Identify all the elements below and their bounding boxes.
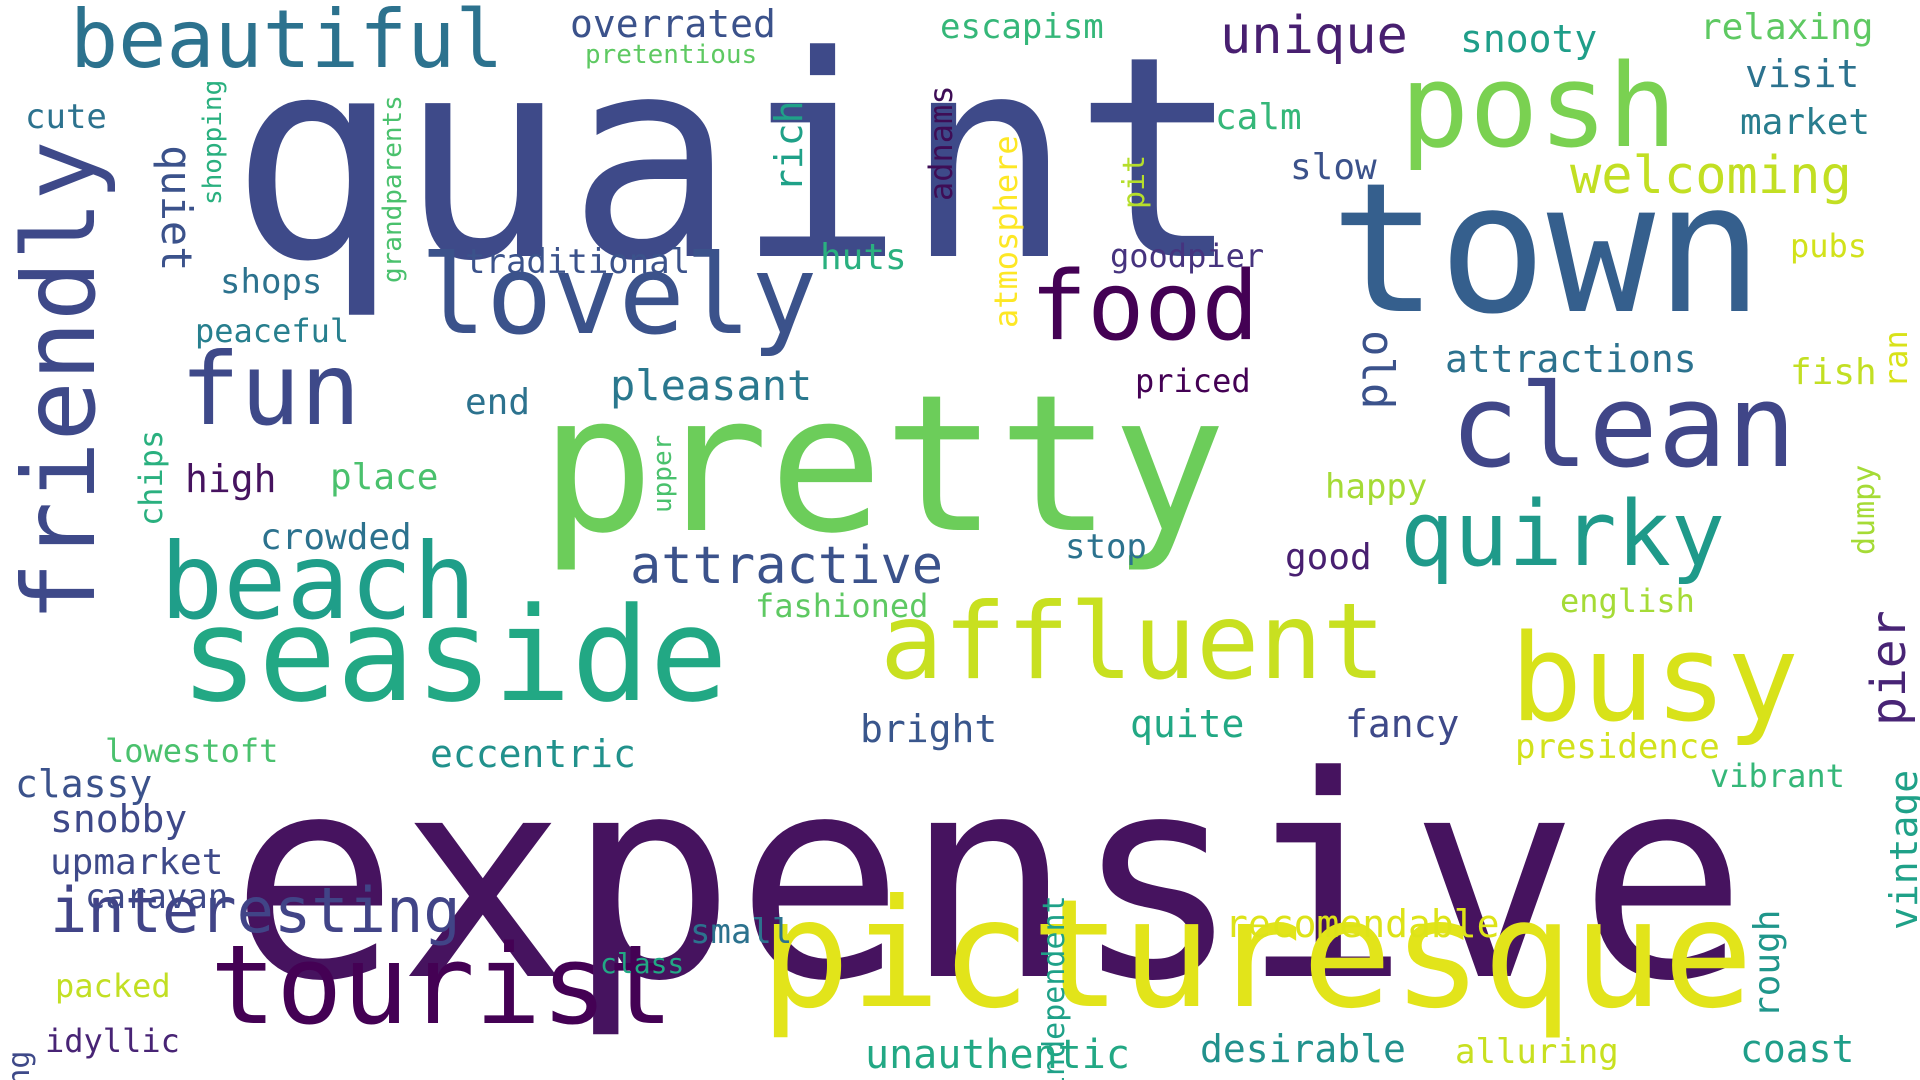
- word-fashioned: fashioned: [755, 587, 929, 625]
- word-good: good: [1285, 537, 1372, 578]
- word-coast: coast: [1740, 1027, 1855, 1071]
- word-relaxing: relaxing: [1700, 7, 1874, 48]
- word-english: english: [1560, 582, 1695, 620]
- word-caravan: caravan: [85, 877, 229, 917]
- word-peaceful: peaceful: [195, 312, 350, 350]
- word-atmosphere: atmosphere: [987, 135, 1025, 328]
- word-upper: upper: [648, 434, 678, 513]
- word-overrated: overrated: [570, 2, 776, 46]
- word-snobby: snobby: [50, 797, 188, 841]
- word-quite: quite: [1130, 702, 1245, 746]
- word-huts: huts: [820, 237, 907, 278]
- word-small: small: [690, 912, 793, 952]
- word-grandparents: grandparents: [378, 95, 408, 283]
- word-lovely: lovely: [420, 231, 818, 359]
- word-cute: cute: [25, 97, 107, 137]
- word-quaint: quaint: [230, 0, 1242, 323]
- word-class: class: [600, 947, 685, 980]
- word-charming: charming: [2, 1051, 37, 1080]
- word-classy: classy: [15, 762, 153, 806]
- word-shops: shops: [220, 262, 323, 302]
- word-end: end: [465, 382, 531, 423]
- word-place: place: [330, 457, 439, 498]
- word-pier: pier: [1861, 610, 1917, 726]
- word-desirable: desirable: [1200, 1027, 1406, 1071]
- word-beach: beach: [160, 521, 477, 643]
- word-crowded: crowded: [260, 517, 412, 558]
- word-pit: pit: [1117, 154, 1152, 209]
- word-recomendable: recomendable: [1225, 902, 1500, 946]
- word-shopping: shopping: [198, 79, 228, 205]
- word-visit: visit: [1745, 52, 1860, 96]
- word-seaside: seaside: [180, 579, 728, 731]
- word-rich: rich: [767, 100, 811, 192]
- word-upmarket: upmarket: [50, 842, 224, 883]
- word-unique: unique: [1220, 6, 1408, 66]
- word-adnams: adnams: [922, 85, 960, 201]
- word-friendly: friendly: [1, 140, 118, 622]
- word-rough: rough: [1747, 909, 1788, 1018]
- word-vintage: vintage: [1882, 769, 1920, 930]
- word-posh: posh: [1400, 40, 1677, 174]
- word-market: market: [1740, 102, 1871, 143]
- word-lowestoft: lowestoft: [105, 732, 279, 770]
- word-unauthentic: unauthentic: [865, 1032, 1130, 1078]
- word-eccentric: eccentric: [430, 732, 636, 776]
- word-attractions: attractions: [1445, 337, 1697, 381]
- word-high: high: [185, 457, 277, 501]
- word-snooty: snooty: [1460, 17, 1598, 61]
- word-tourist: tourist: [210, 921, 674, 1049]
- word-fish: fish: [1790, 352, 1877, 393]
- word-fancy: fancy: [1345, 702, 1460, 746]
- word-attractive: attractive: [630, 536, 944, 596]
- word-expensive: expensive: [230, 717, 1748, 1043]
- word-priced: priced: [1135, 362, 1251, 400]
- word-beautiful: beautiful: [70, 0, 504, 86]
- word-alluring: alluring: [1455, 1032, 1619, 1072]
- word-escapism: escapism: [940, 7, 1104, 47]
- word-idyllic: idyllic: [45, 1022, 180, 1060]
- word-clean: clean: [1450, 360, 1797, 494]
- word-pubs: pubs: [1790, 227, 1868, 265]
- word-calm: calm: [1215, 97, 1302, 138]
- word-bright: bright: [860, 707, 998, 751]
- word-dumpy: dumpy: [1847, 464, 1882, 555]
- word-busy: busy: [1510, 610, 1799, 749]
- word-affluent: affluent: [880, 581, 1386, 703]
- word-pretentious: pretentious: [585, 40, 758, 70]
- word-packed: packed: [55, 967, 171, 1005]
- word-old: old: [1352, 330, 1403, 410]
- word-food: food: [1030, 252, 1259, 362]
- word-happy: happy: [1325, 467, 1428, 507]
- word-ran: ran: [1877, 330, 1915, 388]
- word-traditional: traditional: [465, 242, 691, 282]
- word-stop: stop: [1065, 527, 1147, 567]
- word-chips: chips: [132, 429, 170, 526]
- word-goodpier: goodpier: [1110, 237, 1265, 275]
- word-quiet: quiet: [152, 145, 201, 272]
- word-pleasant: pleasant: [610, 361, 813, 410]
- word-presidence: presidence: [1515, 727, 1720, 767]
- word-interesting: interesting: [50, 874, 461, 947]
- word-vibrant: vibrant: [1710, 757, 1845, 795]
- word-quirky: quirky: [1400, 482, 1726, 587]
- word-town: town: [1330, 145, 1764, 354]
- word-welcoming: welcoming: [1570, 146, 1852, 206]
- word-fun: fun: [180, 331, 361, 448]
- word-slow: slow: [1290, 147, 1377, 188]
- word-pretty: pretty: [540, 354, 1227, 575]
- word-picturesque: picturesque: [760, 868, 1754, 1042]
